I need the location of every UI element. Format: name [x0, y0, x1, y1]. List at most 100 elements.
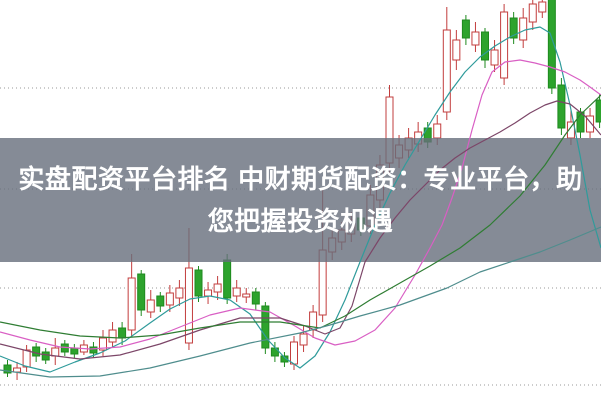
candle-body: [595, 99, 601, 123]
candle-up: [79, 340, 88, 355]
candle-body: [165, 292, 174, 306]
candle-body: [586, 115, 595, 133]
candle-body: [60, 343, 69, 353]
candle-down: [70, 344, 79, 358]
candle-body: [442, 29, 451, 113]
candle-down: [557, 78, 566, 135]
candle-up: [471, 22, 480, 52]
candle-down: [60, 340, 69, 356]
candle-down: [156, 292, 165, 312]
candle-up: [538, 0, 547, 18]
candle-up: [127, 254, 136, 336]
candle-body: [270, 347, 279, 357]
candle-down: [270, 342, 279, 362]
candle-body: [118, 327, 127, 339]
candle-up: [175, 280, 184, 306]
candle-body: [538, 1, 547, 13]
candle-up: [528, 0, 537, 30]
candle-body: [242, 293, 251, 298]
candle-body: [41, 351, 50, 361]
candle-down: [481, 28, 489, 68]
candle-up: [146, 290, 155, 318]
candle-up: [299, 326, 308, 352]
candle-up: [22, 345, 31, 372]
candle-body: [175, 287, 184, 299]
candle-down: [32, 343, 41, 362]
candle-body: [280, 355, 289, 363]
candle-body: [290, 341, 298, 365]
candle-body: [566, 121, 575, 139]
candle-body: [127, 277, 136, 331]
candle-body: [213, 283, 222, 293]
candle-up: [309, 305, 318, 338]
candle-body: [481, 31, 489, 61]
candle-body: [32, 346, 41, 357]
candle-up: [490, 40, 499, 72]
candle-up: [165, 285, 174, 312]
candle-down: [137, 270, 146, 316]
candle-body: [13, 367, 22, 373]
watermark-title: 实盘配资平台排名 中财期货配资：专业平台，助 您把握投资机遇: [0, 138, 601, 262]
candle-down: [118, 322, 127, 345]
candle-up: [242, 288, 251, 303]
candle-body: [461, 19, 470, 39]
candle-down: [595, 94, 601, 128]
candle-body: [3, 364, 12, 374]
candle-up: [452, 30, 461, 70]
candle-body: [184, 267, 193, 344]
candle-up: [108, 322, 117, 348]
candle-body: [309, 311, 318, 331]
candle-down: [461, 15, 470, 45]
candle-body: [194, 269, 203, 297]
candle-body: [452, 39, 461, 61]
candle-up: [500, 4, 509, 85]
candle-down: [3, 360, 12, 377]
candle-down: [194, 266, 203, 302]
candle-up: [586, 108, 595, 138]
candle-down: [576, 108, 585, 138]
candle-up: [13, 362, 22, 380]
title-line-2: 您把握投资机遇: [207, 206, 394, 236]
candle-down: [547, 0, 556, 94]
candle-down: [89, 342, 98, 357]
title-line-1: 实盘配资平台排名 中财期货配资：专业平台，助: [18, 164, 583, 194]
candle-up: [442, 7, 451, 120]
candle-body: [204, 289, 213, 297]
candle-body: [261, 305, 270, 349]
candle-up: [51, 338, 60, 365]
candle-body: [79, 344, 88, 353]
candle-down: [509, 12, 518, 44]
candle-down: [261, 302, 270, 354]
candle-body: [528, 3, 537, 23]
candle-body: [99, 337, 107, 351]
candle-body: [433, 123, 442, 139]
candle-body: [89, 346, 98, 354]
candle-up: [232, 280, 241, 302]
candle-body: [146, 299, 155, 313]
candle-down: [41, 348, 50, 364]
candle-body: [557, 84, 566, 129]
candle-body: [70, 347, 79, 355]
candle-body: [223, 259, 232, 299]
candle-body: [232, 287, 241, 297]
candle-body: [156, 295, 165, 307]
candle-down: [280, 352, 289, 367]
candle-body: [137, 273, 146, 311]
candle-up: [290, 336, 298, 370]
candle-body: [108, 329, 117, 343]
candle-body: [51, 347, 60, 357]
candle-body: [500, 11, 509, 79]
candle-up: [204, 282, 213, 304]
candle-body: [251, 291, 260, 305]
candle-body: [299, 333, 308, 346]
candle-body: [547, 0, 556, 89]
candle-body: [509, 17, 518, 39]
candle-body: [576, 111, 585, 133]
candle-down: [251, 288, 260, 310]
candle-body: [519, 17, 528, 41]
candle-up: [99, 330, 107, 356]
candle-body: [490, 49, 499, 66]
candle-body: [22, 349, 31, 368]
candle-body: [471, 31, 480, 46]
